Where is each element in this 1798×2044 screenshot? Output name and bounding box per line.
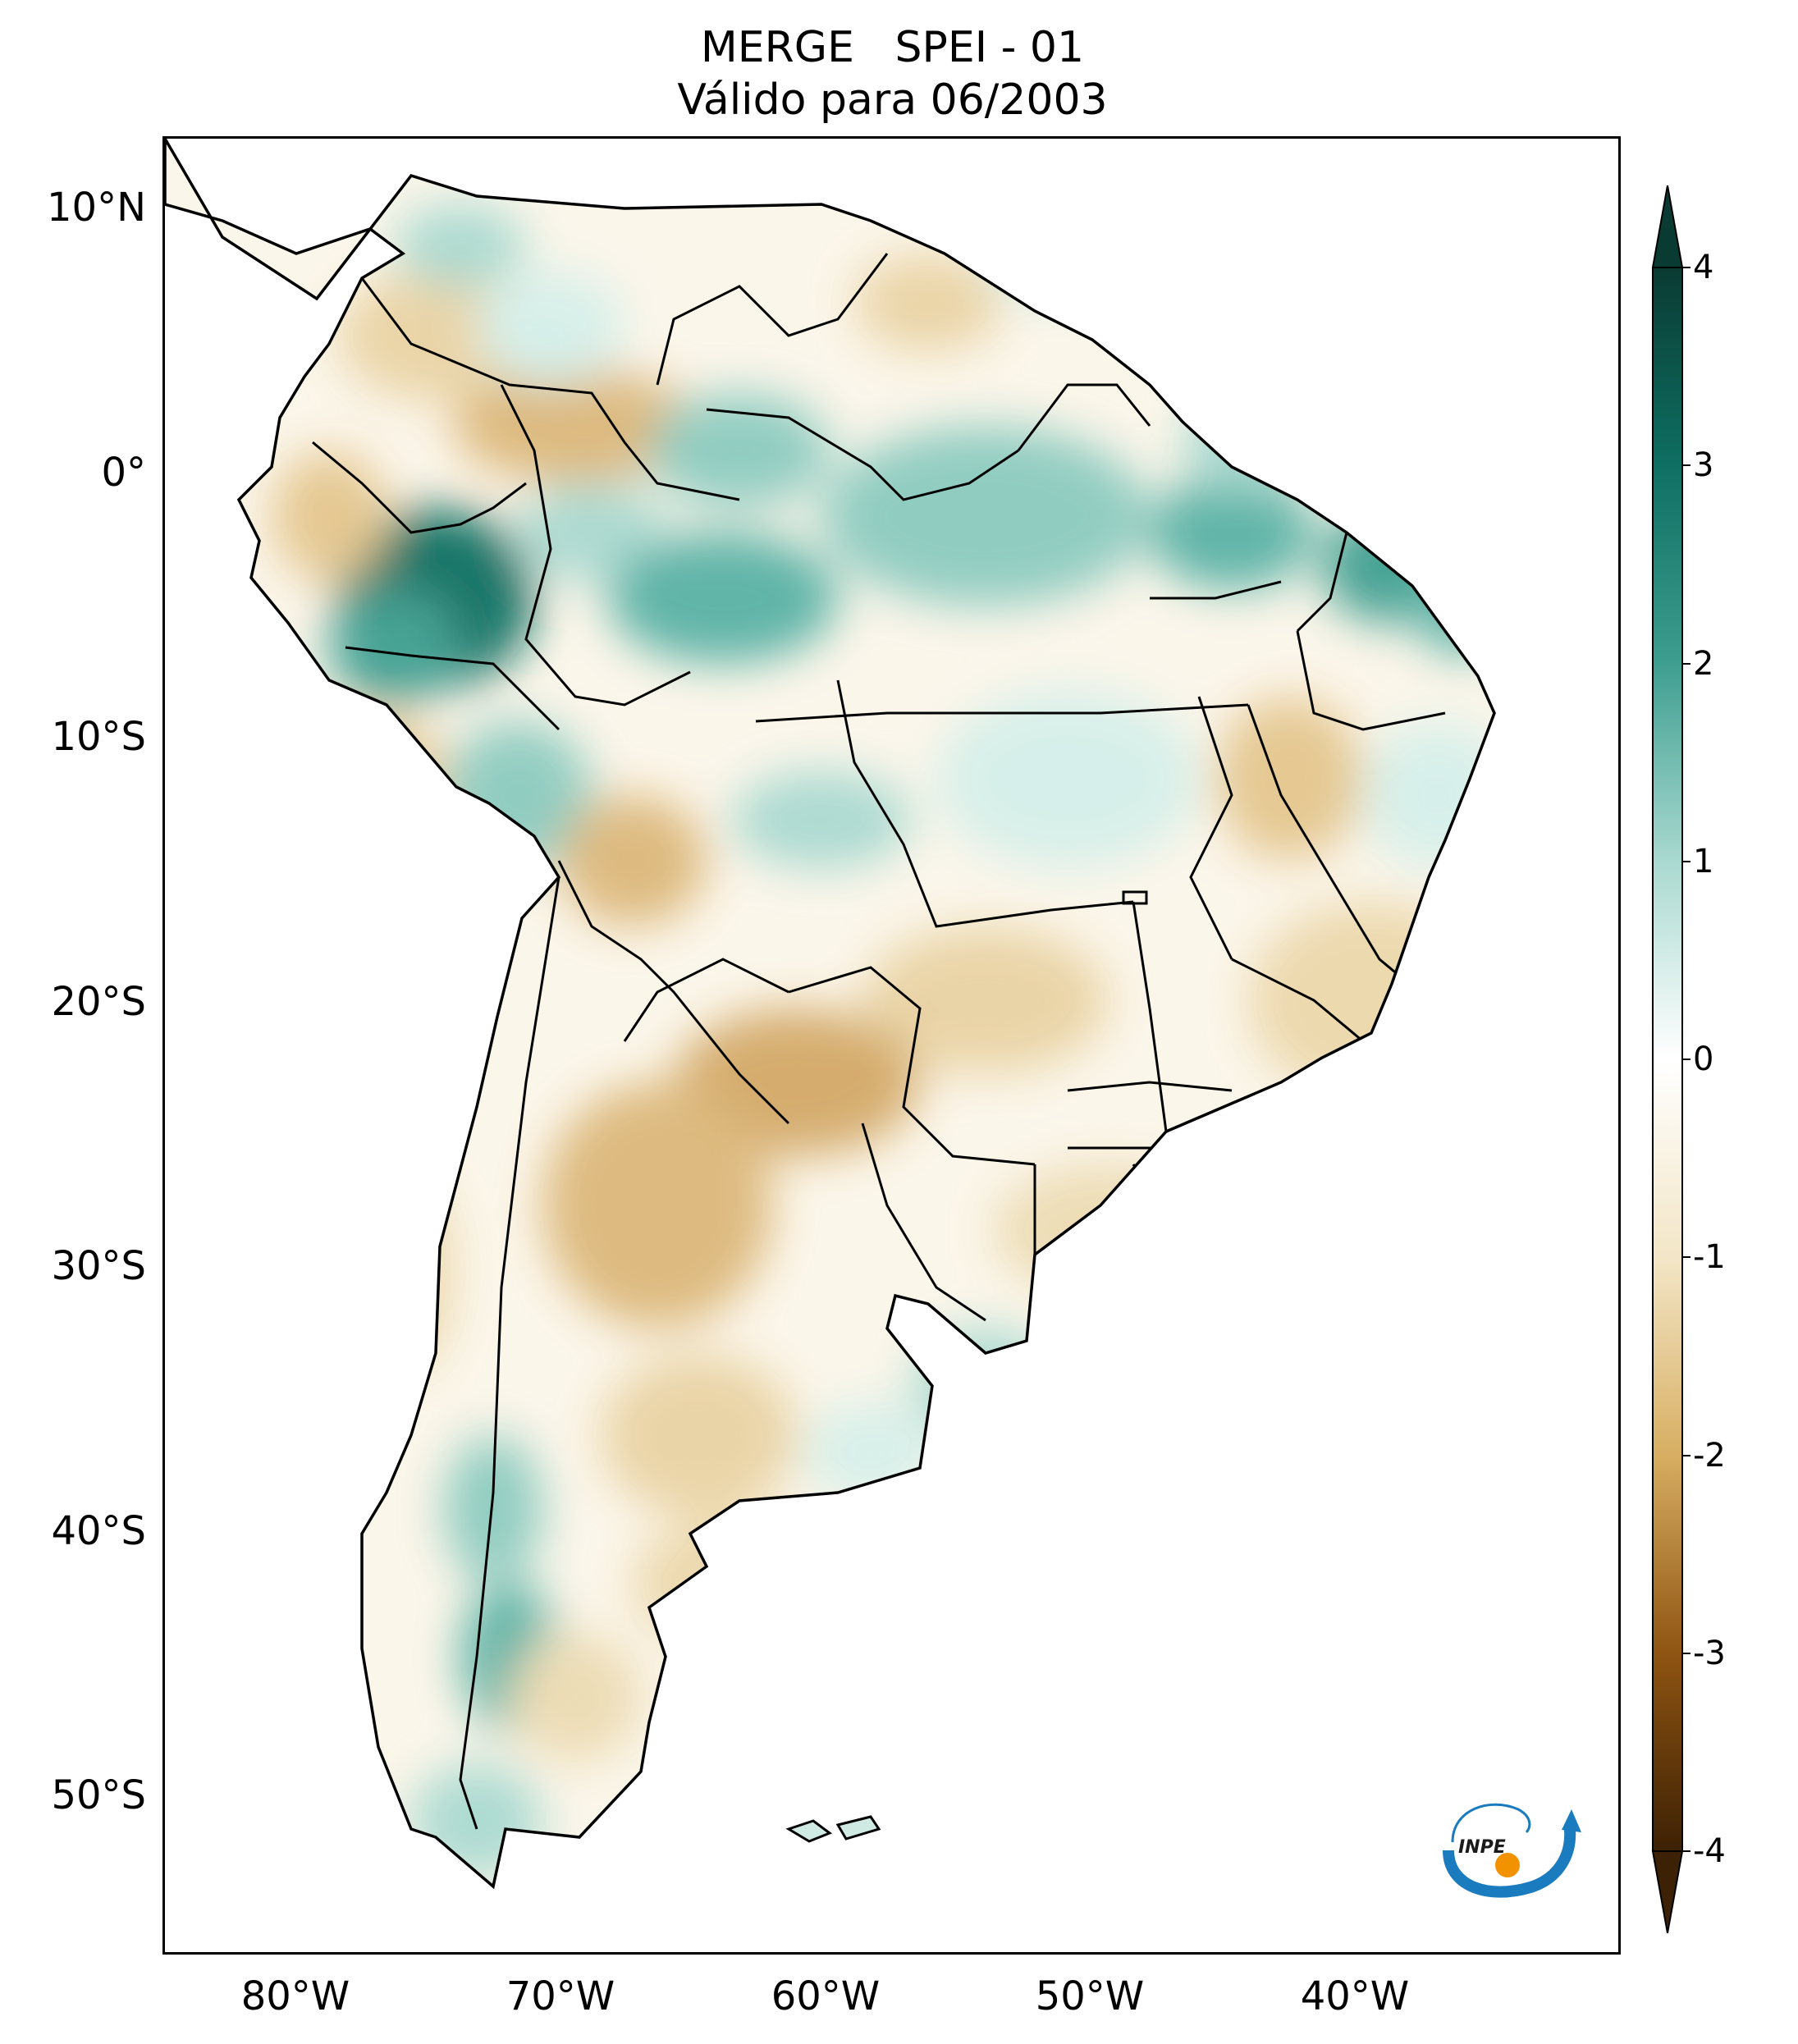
colorbar-tick-neg3: -3 [1693, 1635, 1726, 1672]
colorbar-tick-2: 2 [1693, 645, 1714, 683]
lon-label-60w: 60°W [771, 1973, 881, 2019]
map-title: MERGE SPEI - 01 [700, 23, 1085, 72]
colorbar-tick-3: 3 [1693, 446, 1714, 484]
map-panel [162, 136, 1621, 1955]
logo-text: INPE [1458, 1837, 1506, 1858]
lat-label-10s: 10°S [51, 714, 146, 760]
colorbar-tick-4: 4 [1693, 249, 1714, 286]
colorbar-tick-neg4: -4 [1693, 1832, 1726, 1870]
lat-label-30s: 30°S [51, 1243, 146, 1289]
lat-label-50s: 50°S [51, 1772, 146, 1818]
colorbar-tick-1: 1 [1693, 843, 1714, 880]
map-subtitle: Válido para 06/2003 [677, 75, 1108, 125]
colorbar [1651, 185, 1690, 1933]
lat-label-40s: 40°S [51, 1508, 146, 1554]
lat-label-20s: 20°S [51, 979, 146, 1025]
colorbar-tick-neg2: -2 [1693, 1437, 1726, 1475]
colorbar-tick-neg1: -1 [1693, 1238, 1726, 1276]
lon-label-70w: 70°W [506, 1973, 615, 2019]
south-america-map [165, 139, 1496, 1888]
inpe-logo: INPE [1443, 1803, 1581, 1898]
lon-label-80w: 80°W [240, 1973, 350, 2019]
colorbar-tick-0: 0 [1693, 1040, 1714, 1078]
colorbar-min-extend [1651, 1850, 1684, 1933]
colorbar-gradient [1652, 267, 1683, 1852]
lon-label-50w: 50°W [1035, 1973, 1145, 2019]
lat-label-0: 0° [101, 450, 146, 496]
lon-label-40w: 40°W [1300, 1973, 1410, 2019]
lat-label-10n: 10°N [47, 185, 146, 231]
colorbar-max-extend [1651, 185, 1684, 268]
